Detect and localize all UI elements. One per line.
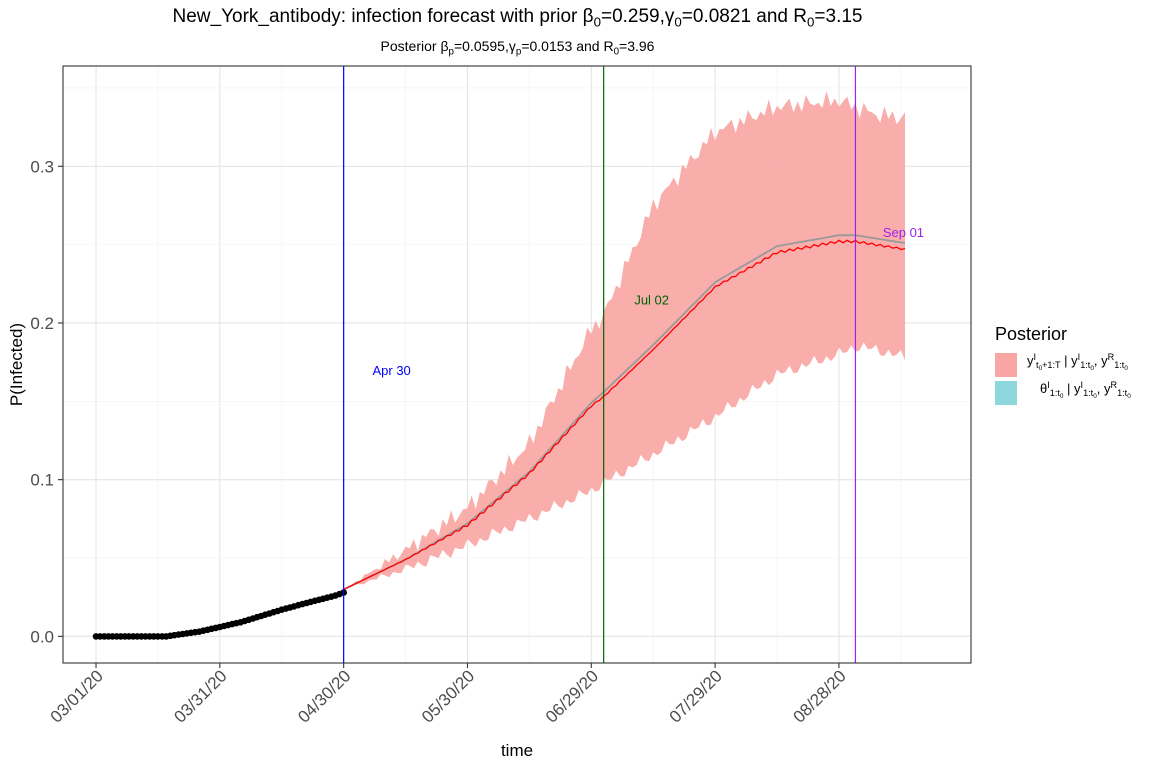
posterior-median-line [343,239,906,590]
legend-key-forecast [995,353,1017,377]
forecast-band [343,91,905,590]
x-tick-label: 04/30/20 [294,666,354,726]
x-tick-label: 07/29/20 [666,666,726,726]
y-tick-label: 0.1 [30,471,54,490]
legend-label-forecast: yIt0+1:T | yI1:t0, yR1:t0 [1027,352,1128,373]
y-tick-label: 0.3 [30,157,54,176]
x-axis-title: time [501,741,533,760]
x-tick-label: 03/31/20 [170,666,230,726]
y-tick-label: 0.2 [30,314,54,333]
y-axis-title: P(Infected) [7,323,26,406]
vline-label: Apr 30 [372,363,410,378]
chart-subtitle: Posterior βp=0.0595,γp=0.0153 and R0=3.9… [380,38,655,58]
legend-label-state: θI1:t0 | yI1:t0, yR1:t0 [1040,380,1131,401]
x-tick-label: 05/30/20 [418,666,478,726]
x-tick-label: 06/29/20 [542,666,602,726]
vline-label: Sep 01 [883,225,924,240]
y-tick-label: 0.0 [30,627,54,646]
vline-label: Jul 02 [634,292,669,307]
chart-title: New_York_antibody: infection forecast wi… [172,6,863,30]
legend-key-state [995,381,1017,405]
legend-title: Posterior [995,324,1068,344]
x-tick-label: 03/01/20 [47,666,107,726]
plot-border [62,65,972,664]
x-tick-label: 08/28/20 [790,666,850,726]
